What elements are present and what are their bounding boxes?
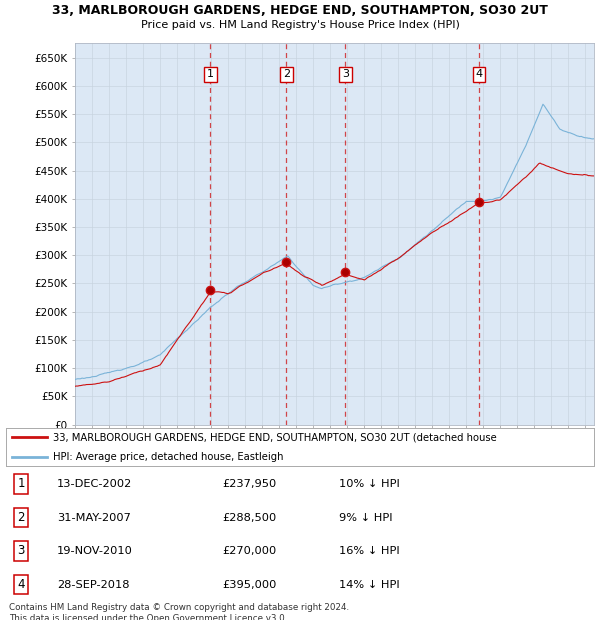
Text: 1: 1 bbox=[207, 69, 214, 79]
Text: £237,950: £237,950 bbox=[222, 479, 276, 489]
Text: 14% ↓ HPI: 14% ↓ HPI bbox=[339, 580, 400, 590]
Text: 3: 3 bbox=[17, 544, 25, 557]
Text: 9% ↓ HPI: 9% ↓ HPI bbox=[339, 513, 392, 523]
Text: 2: 2 bbox=[17, 511, 25, 524]
Text: 13-DEC-2002: 13-DEC-2002 bbox=[57, 479, 132, 489]
Text: 1: 1 bbox=[17, 477, 25, 490]
Text: 2: 2 bbox=[283, 69, 290, 79]
Text: HPI: Average price, detached house, Eastleigh: HPI: Average price, detached house, East… bbox=[53, 451, 284, 462]
Text: 28-SEP-2018: 28-SEP-2018 bbox=[57, 580, 130, 590]
Text: 4: 4 bbox=[17, 578, 25, 591]
Text: Price paid vs. HM Land Registry's House Price Index (HPI): Price paid vs. HM Land Registry's House … bbox=[140, 20, 460, 30]
Text: £270,000: £270,000 bbox=[222, 546, 276, 556]
Text: 16% ↓ HPI: 16% ↓ HPI bbox=[339, 546, 400, 556]
Text: Contains HM Land Registry data © Crown copyright and database right 2024.: Contains HM Land Registry data © Crown c… bbox=[9, 603, 349, 613]
Text: 19-NOV-2010: 19-NOV-2010 bbox=[57, 546, 133, 556]
Text: 33, MARLBOROUGH GARDENS, HEDGE END, SOUTHAMPTON, SO30 2UT: 33, MARLBOROUGH GARDENS, HEDGE END, SOUT… bbox=[52, 4, 548, 17]
Text: £395,000: £395,000 bbox=[222, 580, 277, 590]
Text: 10% ↓ HPI: 10% ↓ HPI bbox=[339, 479, 400, 489]
Text: 4: 4 bbox=[475, 69, 482, 79]
Text: 31-MAY-2007: 31-MAY-2007 bbox=[57, 513, 131, 523]
Text: 3: 3 bbox=[342, 69, 349, 79]
Text: This data is licensed under the Open Government Licence v3.0.: This data is licensed under the Open Gov… bbox=[9, 614, 287, 620]
Text: £288,500: £288,500 bbox=[222, 513, 276, 523]
Text: 33, MARLBOROUGH GARDENS, HEDGE END, SOUTHAMPTON, SO30 2UT (detached house: 33, MARLBOROUGH GARDENS, HEDGE END, SOUT… bbox=[53, 432, 497, 443]
